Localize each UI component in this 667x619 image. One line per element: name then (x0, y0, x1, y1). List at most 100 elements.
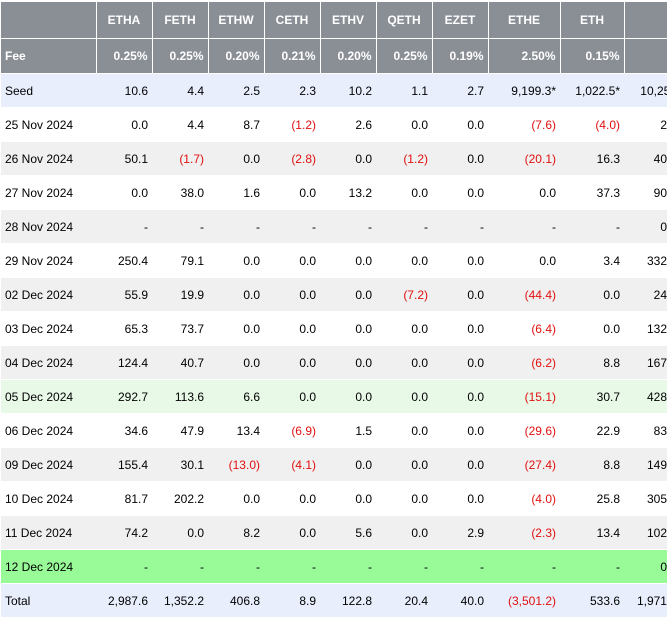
table-cell: 8.7 (208, 107, 264, 142)
table-cell: 2.6 (320, 107, 376, 142)
table-cell: 0.0 (320, 277, 376, 312)
table-cell: 81.7 (96, 481, 152, 516)
table-row: 11 Dec 2024 74.2 0.0 8.2 0.0 5.6 0.0 2.9 (2.3) 13… (1, 515, 667, 550)
table-cell: 132.6 (624, 311, 667, 346)
table-cell: 40.6 (624, 141, 667, 176)
table-cell: 8.9 (264, 583, 320, 617)
table-cell: 0.0 (376, 515, 432, 550)
table-cell: - (208, 549, 264, 584)
table-cell: 0.0 (376, 481, 432, 516)
table-row: 02 Dec 2024 55.9 19.9 0.0 0.0 0.0 (7.2) 0.0 (44.… (1, 277, 667, 312)
table-cell: 406.8 (208, 583, 264, 617)
table-cell: 13.4 (560, 515, 624, 550)
table-row: 06 Dec 2024 34.6 47.9 13.4 (6.9) 1.5 0.0 0.0 (29… (1, 413, 667, 448)
table-cell: 0.0 (320, 243, 376, 278)
table-cell: 40.0 (432, 583, 488, 617)
table-cell: 0.0 (208, 243, 264, 278)
table-cell: - (320, 209, 376, 244)
table-cell: 122.8 (320, 583, 376, 617)
table-row: 04 Dec 2024 124.4 40.7 0.0 0.0 0.0 0.0 0.0 (6.2)… (1, 345, 667, 380)
row-label: Total (1, 583, 96, 617)
table-cell: 0.0 (264, 345, 320, 380)
table-cell: 0.0 (376, 379, 432, 414)
table-cell: (27.4) (488, 447, 560, 482)
table-cell: 2.9 (432, 515, 488, 550)
table-cell: 65.3 (96, 311, 152, 346)
table-row: 27 Nov 2024 0.0 38.0 1.6 0.0 13.2 0.0 0.0 0.0 37.… (1, 175, 667, 210)
table-cell: 0.0 (208, 345, 264, 380)
table-cell: 0.0 (264, 311, 320, 346)
table-cell: 1.5 (320, 413, 376, 448)
table-body: Seed 10.6 4.4 2.5 2.3 10.2 1.1 2.7 9,199.3* 1,022… (1, 73, 667, 617)
table-row: 09 Dec 2024 155.4 30.1 (13.0) (4.1) 0.0 0.0 0.0… (1, 447, 667, 482)
table-cell: 0.0 (432, 175, 488, 210)
table-cell: 0.0 (320, 345, 376, 380)
table-cell: 0.0 (264, 481, 320, 516)
table-cell: 0.0 (208, 141, 264, 176)
table-cell: 1,352.2 (152, 583, 208, 617)
table-cell: 0.0 (152, 515, 208, 550)
table-cell: - (376, 549, 432, 584)
table-cell: 0.0 (432, 447, 488, 482)
fee-cell: 0.19% (432, 38, 489, 74)
table-cell: 0.0 (96, 175, 152, 210)
table-cell: (4.1) (264, 447, 320, 482)
table-row: 29 Nov 2024 250.4 79.1 0.0 0.0 0.0 0.0 0.0 0.0 3.… (1, 243, 667, 278)
table-cell: 0.0 (432, 277, 488, 312)
table-cell: 0.0 (208, 481, 264, 516)
table-cell: 47.9 (152, 413, 208, 448)
table-cell: 19.9 (152, 277, 208, 312)
table-cell: - (96, 209, 152, 244)
row-label: 29 Nov 2024 (1, 243, 96, 278)
table-cell: 155.4 (96, 447, 152, 482)
table-cell: 0.0 (376, 345, 432, 380)
table-cell: 73.7 (152, 311, 208, 346)
row-label: 05 Dec 2024 (1, 379, 96, 414)
table-cell: 0.0 (264, 515, 320, 550)
table-cell: 332.9 (624, 243, 667, 278)
table-cell: (7.2) (376, 277, 432, 312)
table-cell: - (264, 209, 320, 244)
table-row: 28 Nov 2024---------0.0 (1, 209, 667, 244)
table-cell: 533.6 (560, 583, 624, 617)
table-cell: 1.6 (208, 175, 264, 210)
table-cell: (29.6) (488, 413, 560, 448)
table-cell: 9,199.3* (488, 73, 560, 108)
table-cell: 0.0 (96, 107, 152, 142)
table-cell: - (488, 549, 560, 584)
table-cell: - (152, 209, 208, 244)
table-cell: (2.3) (488, 515, 560, 550)
table-cell: 149.8 (624, 447, 667, 482)
table-cell: 16.3 (560, 141, 624, 176)
table-cell: (44.4) (488, 277, 560, 312)
table-cell: 2.5 (208, 73, 264, 108)
column-header: EZET (432, 2, 489, 39)
table-row: 03 Dec 2024 65.3 73.7 0.0 0.0 0.0 0.0 0.0 (6.4) 0… (1, 311, 667, 346)
fee-cell: 0.25% (96, 38, 153, 74)
table-cell: 2.3 (264, 73, 320, 108)
column-header: CETH (264, 2, 321, 39)
table-header: ETHA FETH ETHW CETH ETHV QETH EZET ETHE ETH Fee 0… (1, 2, 667, 74)
column-header: ETHA (96, 2, 153, 39)
table-cell: - (264, 549, 320, 584)
table-cell: (7.6) (488, 107, 560, 142)
table-cell: 2.9 (624, 107, 667, 142)
table-cell: 50.1 (96, 141, 152, 176)
column-header: ETH (560, 2, 625, 39)
table-cell: 0.0 (376, 175, 432, 210)
table-cell: 0.0 (208, 311, 264, 346)
table-cell: 55.9 (96, 277, 152, 312)
table-cell: 8.8 (560, 345, 624, 380)
table-cell: (3,501.2) (488, 583, 560, 617)
fee-cell: 0.20% (320, 38, 377, 74)
table-cell: 10,255 (624, 73, 667, 108)
table-cell: - (320, 549, 376, 584)
row-label: Seed (1, 73, 96, 108)
table-cell: 1,022.5* (560, 73, 624, 108)
table-cell: 305.7 (624, 481, 667, 516)
table-cell: 0.0 (432, 345, 488, 380)
table-cell: 34.6 (96, 413, 152, 448)
table-cell: 113.6 (152, 379, 208, 414)
table-cell: (4.0) (488, 481, 560, 516)
table-cell: 0.0 (432, 107, 488, 142)
